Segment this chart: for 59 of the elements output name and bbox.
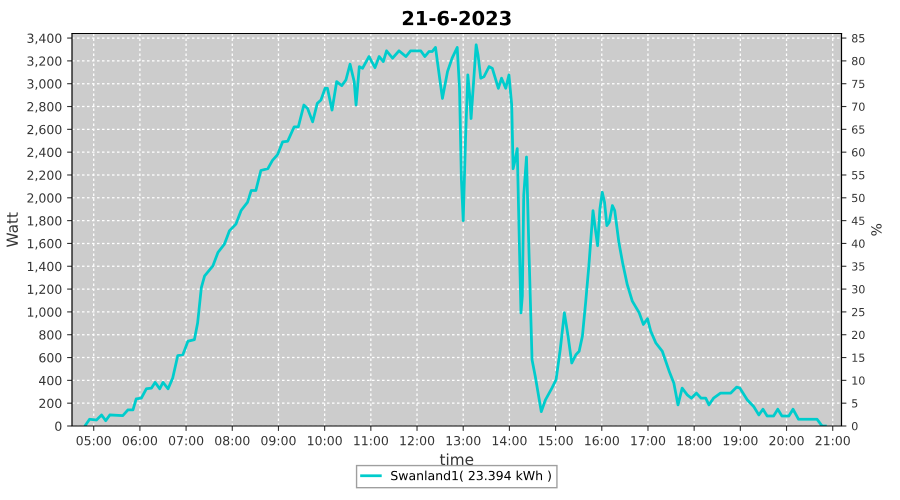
- x-axis-title: time: [440, 453, 474, 466]
- y-tick-label: 2,200: [27, 170, 62, 182]
- x-tick-label: 19:00: [724, 436, 758, 446]
- y2-tick-label: 60: [852, 148, 865, 157]
- y2-tick-label: 5: [852, 399, 858, 408]
- y-tick-label: 800: [39, 330, 62, 340]
- y2-tick-label: 85: [852, 34, 864, 42]
- y2-tick-label: 25: [852, 308, 864, 316]
- x-tick-label: 06:00: [122, 436, 158, 446]
- y-tick-label: 600: [39, 353, 62, 362]
- x-tick-label: 16:00: [585, 436, 619, 446]
- y-tick-label: 1,400: [28, 262, 62, 272]
- y-tick-label: 1,800: [28, 216, 62, 227]
- x-tick-label: 11:00: [354, 436, 388, 446]
- y-tick-label: 2,400: [27, 148, 62, 158]
- x-tick-label: 08:00: [215, 436, 250, 446]
- y2-tick-label: 15: [852, 354, 864, 362]
- y2-tick-label: 40: [852, 239, 865, 248]
- x-tick-label: 13:00: [446, 436, 480, 446]
- x-tick-label: 18:00: [678, 436, 712, 446]
- chart-title: 21-6-2023: [402, 10, 511, 26]
- x-tick-label: 21:00: [816, 436, 850, 446]
- y2-tick-label: 10: [852, 376, 865, 385]
- y2-tick-label: 70: [852, 102, 865, 111]
- legend-label: Swanland1( 23.394 kWh ): [391, 470, 551, 482]
- y-tick-label: 2,600: [27, 124, 62, 136]
- x-tick-label: 05:00: [76, 436, 111, 446]
- x-tick-label: 10:00: [308, 436, 342, 446]
- x-tick-label: 09:00: [261, 436, 296, 446]
- y2-tick-label: 0: [852, 422, 858, 430]
- y2-tick-label: 75: [852, 80, 864, 88]
- x-tick-label: 14:00: [492, 436, 527, 446]
- y-tick-label: 400: [39, 376, 62, 386]
- y-tick-label: 3,000: [27, 79, 62, 90]
- x-tick-label: 07:00: [168, 436, 204, 446]
- y2-tick-label: 65: [852, 125, 864, 134]
- y-tick-label: 1,600: [28, 238, 62, 250]
- y-axis-title: Watt: [6, 212, 18, 247]
- y-tick-label: 2,000: [27, 193, 62, 204]
- x-tick-label: 12:00: [400, 436, 434, 446]
- y2-tick-label: 20: [852, 330, 865, 340]
- y2-tick-label: 50: [852, 194, 865, 202]
- y2-tick-label: 45: [852, 216, 864, 225]
- y2-axis-title: %: [871, 224, 882, 236]
- y2-tick-label: 30: [852, 285, 865, 294]
- y-tick-label: 3,200: [27, 56, 62, 68]
- y2-tick-label: 55: [852, 171, 864, 180]
- x-tick-label: 20:00: [769, 436, 804, 446]
- y-tick-label: 3,400: [27, 34, 62, 44]
- y-tick-label: 1,000: [28, 307, 62, 318]
- y2-tick-label: 80: [852, 56, 865, 66]
- x-tick-label: 17:00: [631, 436, 666, 446]
- y2-tick-label: 35: [852, 262, 864, 271]
- y-tick-label: 0: [55, 421, 62, 431]
- y-tick-label: 1,200: [28, 284, 62, 296]
- y-tick-label: 200: [39, 398, 62, 408]
- x-tick-label: 15:00: [538, 436, 573, 446]
- y-tick-label: 2,800: [27, 102, 62, 113]
- line-series: [84, 43, 827, 426]
